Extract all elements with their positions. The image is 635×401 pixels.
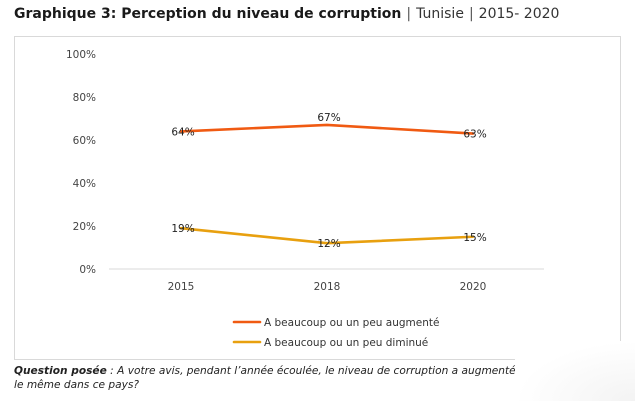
data-label: 12% [317, 238, 340, 250]
data-label: 64% [171, 126, 194, 138]
y-tick-label: 20% [73, 221, 96, 233]
y-tick-label: 60% [73, 135, 96, 147]
legend-label: A beaucoup ou un peu augmenté [264, 317, 439, 329]
background-decoration [515, 341, 635, 401]
data-label: 67% [317, 112, 340, 124]
title-separator: | [406, 6, 412, 22]
x-tick-label: 2018 [314, 281, 341, 293]
title-separator: | [468, 6, 474, 22]
x-tick-label: 2020 [460, 281, 487, 293]
chart-title: Graphique 3: Perception du niveau de cor… [14, 6, 559, 22]
x-tick-label: 2015 [168, 281, 195, 293]
data-label: 19% [171, 223, 194, 235]
line-chart: 0% 20% 40% 60% 80% 100% 2015 2018 2020 64% 67% 63% 1… [66, 49, 544, 349]
y-tick-label: 80% [73, 92, 96, 104]
y-tick-label: 40% [73, 178, 96, 190]
series-line-1 [179, 123, 475, 135]
chart-title-country: Tunisie [416, 6, 464, 22]
question-text: : A votre avis, pendant l’année écoulée,… [14, 365, 613, 391]
chart-panel [14, 36, 621, 360]
chart-title-main: Graphique 3: Perception du niveau de cor… [14, 6, 402, 22]
y-tick-label: 100% [66, 49, 96, 61]
data-label: 15% [463, 232, 486, 244]
legend-label: A beaucoup ou un peu diminué [264, 337, 428, 349]
y-tick-label: 0% [79, 264, 96, 276]
chart-title-years: 2015- 2020 [478, 6, 560, 22]
question-label: Question posée [14, 365, 107, 377]
data-label: 63% [463, 129, 486, 141]
question-note: Question posée : A votre avis, pendant l… [14, 364, 619, 392]
